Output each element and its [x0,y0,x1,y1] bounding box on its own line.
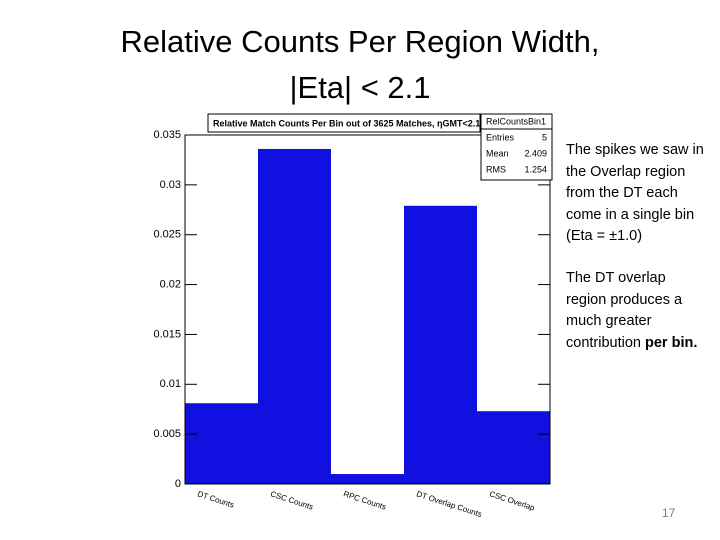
slide-title: Relative Counts Per Region Width, [120,24,600,59]
page-number: 17 [662,506,676,520]
note: The spikes we saw in the Overlap region … [566,142,704,245]
stats-value: 5 [542,132,547,142]
y-tick-label: 0.01 [160,378,181,390]
stats-name: RelCountsBin1 [486,116,546,126]
note-bold: per bin. [645,334,698,351]
stats-label: RMS [486,164,506,174]
title-box [207,113,481,133]
x-tick-label: CSC Overlap [488,489,536,512]
x-tick-label: CSC Counts [269,489,314,511]
x-tick-label: DT Counts [196,489,235,509]
stats-value: 2.409 [524,148,547,158]
bar [185,403,258,484]
slide-title: |Eta| < 2.1 [289,70,431,105]
y-tick-label: 0.035 [153,129,181,141]
bar [331,474,404,484]
y-tick-label: 0.015 [153,328,181,340]
y-tick-label: 0.03 [160,179,181,191]
y-tick-label: 0.02 [160,278,181,290]
chart-title: Relative Match Counts Per Bin out of 362… [213,118,480,128]
bar [258,148,331,484]
stats-label: Entries [486,132,515,142]
note: The DT overlap region produces a much gr… [566,268,706,354]
x-tick-label: DT Overlap Counts [415,489,483,519]
y-tick-label: 0.005 [153,428,181,440]
stats-value: 1.254 [524,164,547,174]
y-tick-label: 0 [175,478,181,490]
plot-frame [184,134,551,485]
notes: The spikes we saw in the Overlap region … [566,140,706,374]
y-tick-label: 0.025 [153,229,181,241]
note-text: The DT overlap region produces a much gr… [566,269,683,351]
bar [477,411,550,484]
stats-label: Mean [486,148,509,158]
stats-box [480,113,553,181]
bar [404,205,477,484]
x-tick-label: RPC Counts [342,489,387,511]
